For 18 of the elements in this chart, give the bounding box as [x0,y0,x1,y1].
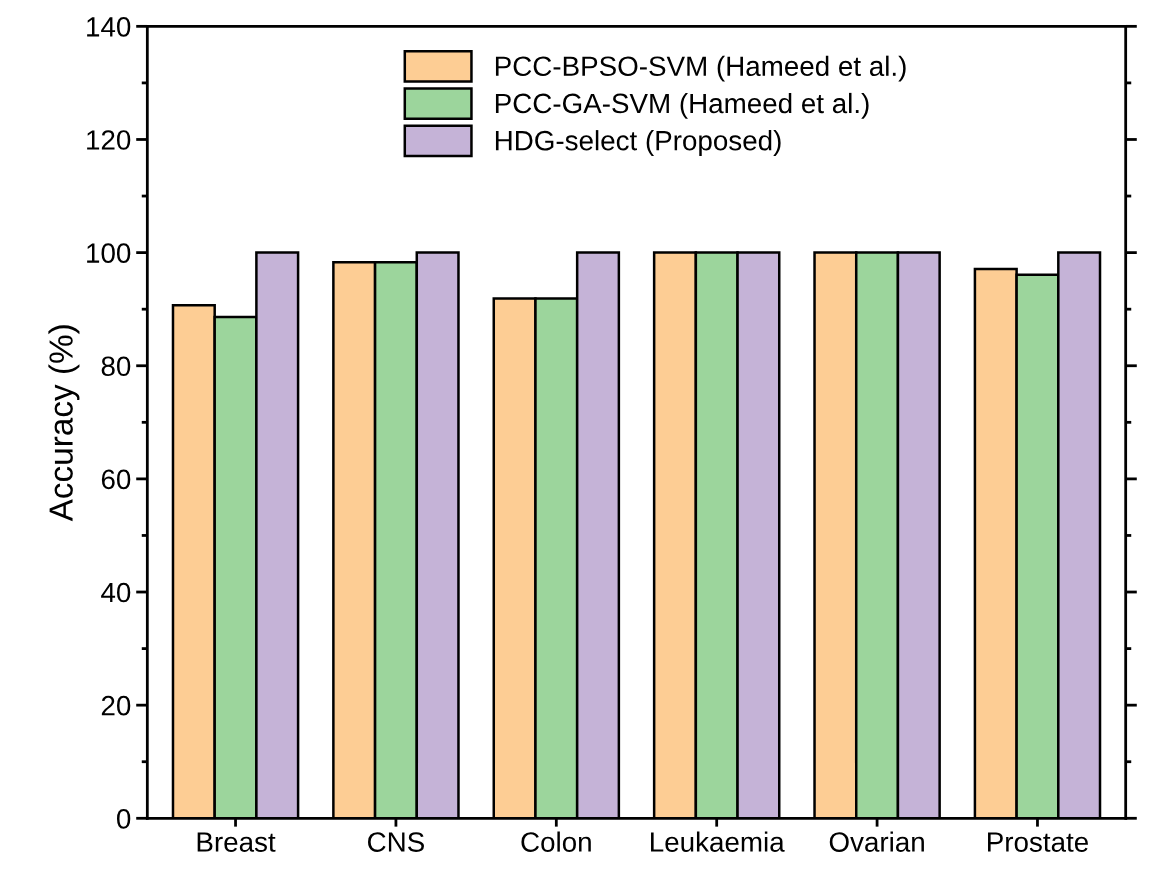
y-tick-label: 120 [87,130,131,150]
x-tick-label: Leukaemia [651,831,785,852]
legend-label: HDG-select (Proposed) [495,130,781,156]
x-tick-label: Breast [197,832,276,852]
y-axis-title: Accuracy (%) [48,325,80,522]
x-tick-label: CNS [368,832,424,852]
legend-label: PCC-BPSO-SVM (Hameed et al.) [495,55,906,82]
x-tick-label: Colon [521,831,591,852]
x-tick-label: Ovarian [829,831,924,852]
y-tick-label: 60 [101,469,131,490]
y-tick-label: 80 [101,356,131,377]
x-tick-label: Prostate [988,832,1088,852]
legend-label: PCC-GA-SVM (Hameed et al.) [495,92,869,119]
y-tick-label: 100 [87,243,131,263]
y-tick-label: 140 [87,17,131,37]
y-tick-label: 20 [101,695,131,716]
y-tick-label: 40 [101,582,131,603]
y-tick-label: 0 [116,808,131,829]
